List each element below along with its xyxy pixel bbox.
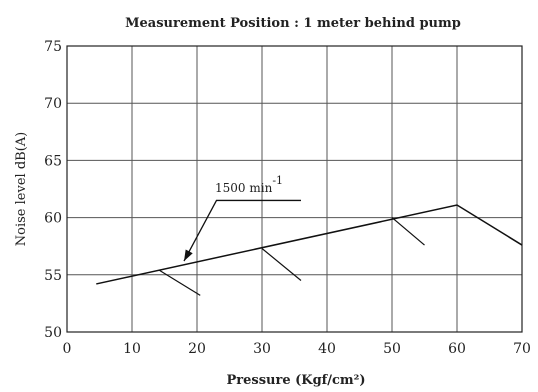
- y-tick-label: 65: [44, 153, 62, 169]
- x-tick-label: 70: [513, 341, 531, 357]
- plot-frame: [66, 45, 523, 333]
- x-tick-label: 20: [188, 341, 206, 357]
- y-tick-label: 70: [44, 96, 62, 112]
- x-axis-label: Pressure (Kgf/cm²): [226, 373, 365, 388]
- annotation-arrowhead: [184, 249, 193, 262]
- annotation-label-base: 1500 min: [215, 181, 273, 195]
- x-tick-label: 10: [123, 341, 141, 357]
- x-tick-label: 30: [253, 341, 271, 357]
- series-lines: [96, 204, 523, 296]
- grid-lines: [66, 45, 523, 333]
- x-tick-label: 40: [318, 341, 336, 357]
- x-tick-label: 50: [383, 341, 401, 357]
- branch-line: [158, 269, 201, 296]
- annotation-group: 1500 min-1: [183, 174, 301, 262]
- branch-line: [261, 248, 302, 281]
- annotation-leader: [183, 199, 301, 262]
- annotation-label: 1500 min-1: [215, 174, 283, 195]
- chart-title: Measurement Position : 1 meter behind pu…: [125, 16, 461, 31]
- y-tick-label: 55: [44, 268, 62, 284]
- y-tick-label: 60: [44, 211, 62, 227]
- x-axis-ticks: 0 10 20 30 40 50 60 70: [63, 341, 531, 357]
- y-axis-ticks: 50 55 60 65 70 75: [44, 39, 62, 341]
- y-axis-label: Noise level dB(A): [14, 132, 29, 246]
- series-line-1500: [96, 204, 523, 285]
- y-tick-label: 50: [44, 325, 62, 341]
- x-tick-label: 60: [448, 341, 466, 357]
- y-tick-label: 75: [44, 39, 62, 55]
- x-tick-label: 0: [63, 341, 72, 357]
- branch-line: [391, 217, 425, 246]
- annotation-label-superscript: -1: [272, 174, 283, 187]
